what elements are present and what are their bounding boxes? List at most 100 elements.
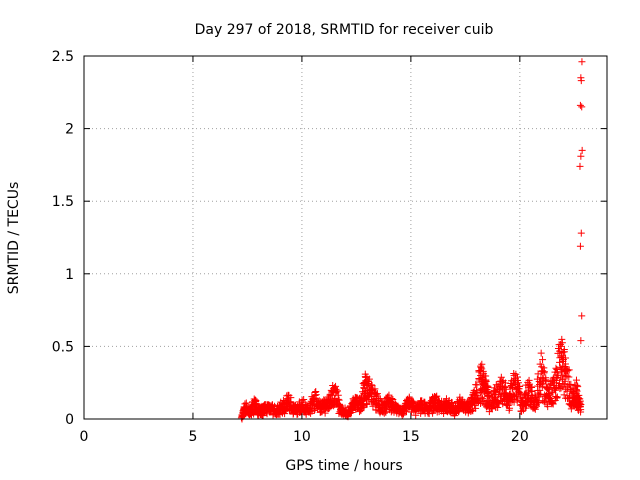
data-point	[457, 398, 465, 406]
data-point	[473, 389, 481, 397]
data-point	[537, 390, 545, 398]
data-point	[334, 395, 342, 403]
data-point	[432, 393, 440, 401]
data-point	[551, 379, 559, 387]
data-point	[433, 392, 441, 400]
data-point	[287, 394, 295, 402]
data-point	[526, 383, 534, 391]
data-point-outlier	[576, 162, 584, 170]
data-point	[357, 400, 365, 408]
data-points	[237, 58, 586, 423]
data-point	[383, 393, 391, 401]
data-point	[568, 393, 576, 401]
data-point	[490, 384, 498, 392]
grid-lines	[84, 56, 607, 419]
data-point	[574, 383, 582, 391]
data-point	[365, 386, 373, 394]
data-point	[492, 389, 500, 397]
data-point	[259, 408, 267, 416]
data-point	[538, 363, 546, 371]
data-point	[514, 379, 522, 387]
data-point-outlier	[577, 77, 585, 85]
data-point	[424, 406, 432, 414]
x-tick-label: 0	[80, 429, 89, 445]
data-point	[518, 407, 526, 415]
data-point	[553, 393, 561, 401]
data-point	[470, 393, 478, 401]
data-point-outlier	[578, 312, 586, 320]
data-point	[405, 399, 413, 407]
data-point	[557, 342, 565, 350]
data-point	[525, 386, 533, 394]
data-point	[373, 390, 381, 398]
data-point	[344, 412, 352, 420]
data-point	[363, 400, 371, 408]
data-point	[562, 364, 570, 372]
data-point	[567, 380, 575, 388]
data-point	[361, 379, 369, 387]
data-point	[511, 392, 519, 400]
data-point	[473, 381, 481, 389]
x-tick-label: 20	[511, 429, 529, 445]
data-point	[565, 373, 573, 381]
data-point	[379, 403, 387, 411]
data-point	[478, 360, 486, 368]
data-point	[477, 371, 485, 379]
data-point	[552, 393, 560, 400]
data-point	[312, 391, 320, 399]
data-point	[558, 335, 566, 343]
x-axis-label: GPS time / hours	[285, 458, 402, 474]
data-point	[515, 382, 523, 390]
data-point	[536, 386, 544, 394]
data-point	[350, 398, 358, 406]
data-point	[561, 377, 569, 385]
data-point	[558, 352, 566, 360]
data-point	[506, 404, 514, 412]
data-point	[365, 375, 373, 383]
data-point	[549, 400, 557, 408]
data-point	[477, 363, 485, 371]
data-point	[573, 381, 581, 389]
data-point	[468, 406, 476, 414]
data-point	[518, 400, 526, 408]
data-point	[515, 389, 523, 397]
y-axis-label: SRMTID / TECUs	[6, 182, 22, 295]
data-point	[505, 395, 513, 403]
data-point	[437, 403, 445, 411]
data-point	[331, 386, 339, 394]
data-point	[472, 404, 480, 412]
data-point	[501, 379, 509, 387]
data-point-outlier	[577, 152, 585, 160]
data-point-outlier	[578, 58, 586, 66]
data-point	[337, 406, 345, 414]
data-point	[558, 339, 566, 347]
data-point	[385, 398, 393, 406]
data-point	[372, 395, 380, 403]
data-point	[272, 409, 280, 417]
data-point	[278, 403, 286, 411]
data-point-outlier	[576, 101, 584, 109]
data-point	[392, 402, 400, 410]
data-point	[498, 383, 506, 391]
data-point	[398, 409, 406, 417]
data-point	[537, 349, 545, 357]
data-point	[534, 370, 542, 378]
y-tick-label: 2.5	[52, 49, 74, 65]
data-point	[502, 385, 510, 393]
data-point-outlier	[578, 146, 586, 154]
data-point	[285, 398, 293, 406]
data-point	[476, 367, 484, 375]
data-point	[540, 368, 548, 376]
y-tick-label: 2	[65, 122, 74, 138]
data-point	[356, 408, 364, 416]
data-point	[321, 409, 329, 417]
axis-ticks: 0 5 10 15 20 0 0.5 1 1.5 2 2.5	[52, 49, 607, 445]
data-point	[464, 403, 472, 411]
data-point	[477, 393, 485, 401]
data-point	[528, 387, 536, 395]
data-point	[485, 400, 493, 408]
data-point	[572, 386, 580, 394]
data-point-outlier	[577, 229, 585, 237]
data-point	[560, 391, 568, 399]
